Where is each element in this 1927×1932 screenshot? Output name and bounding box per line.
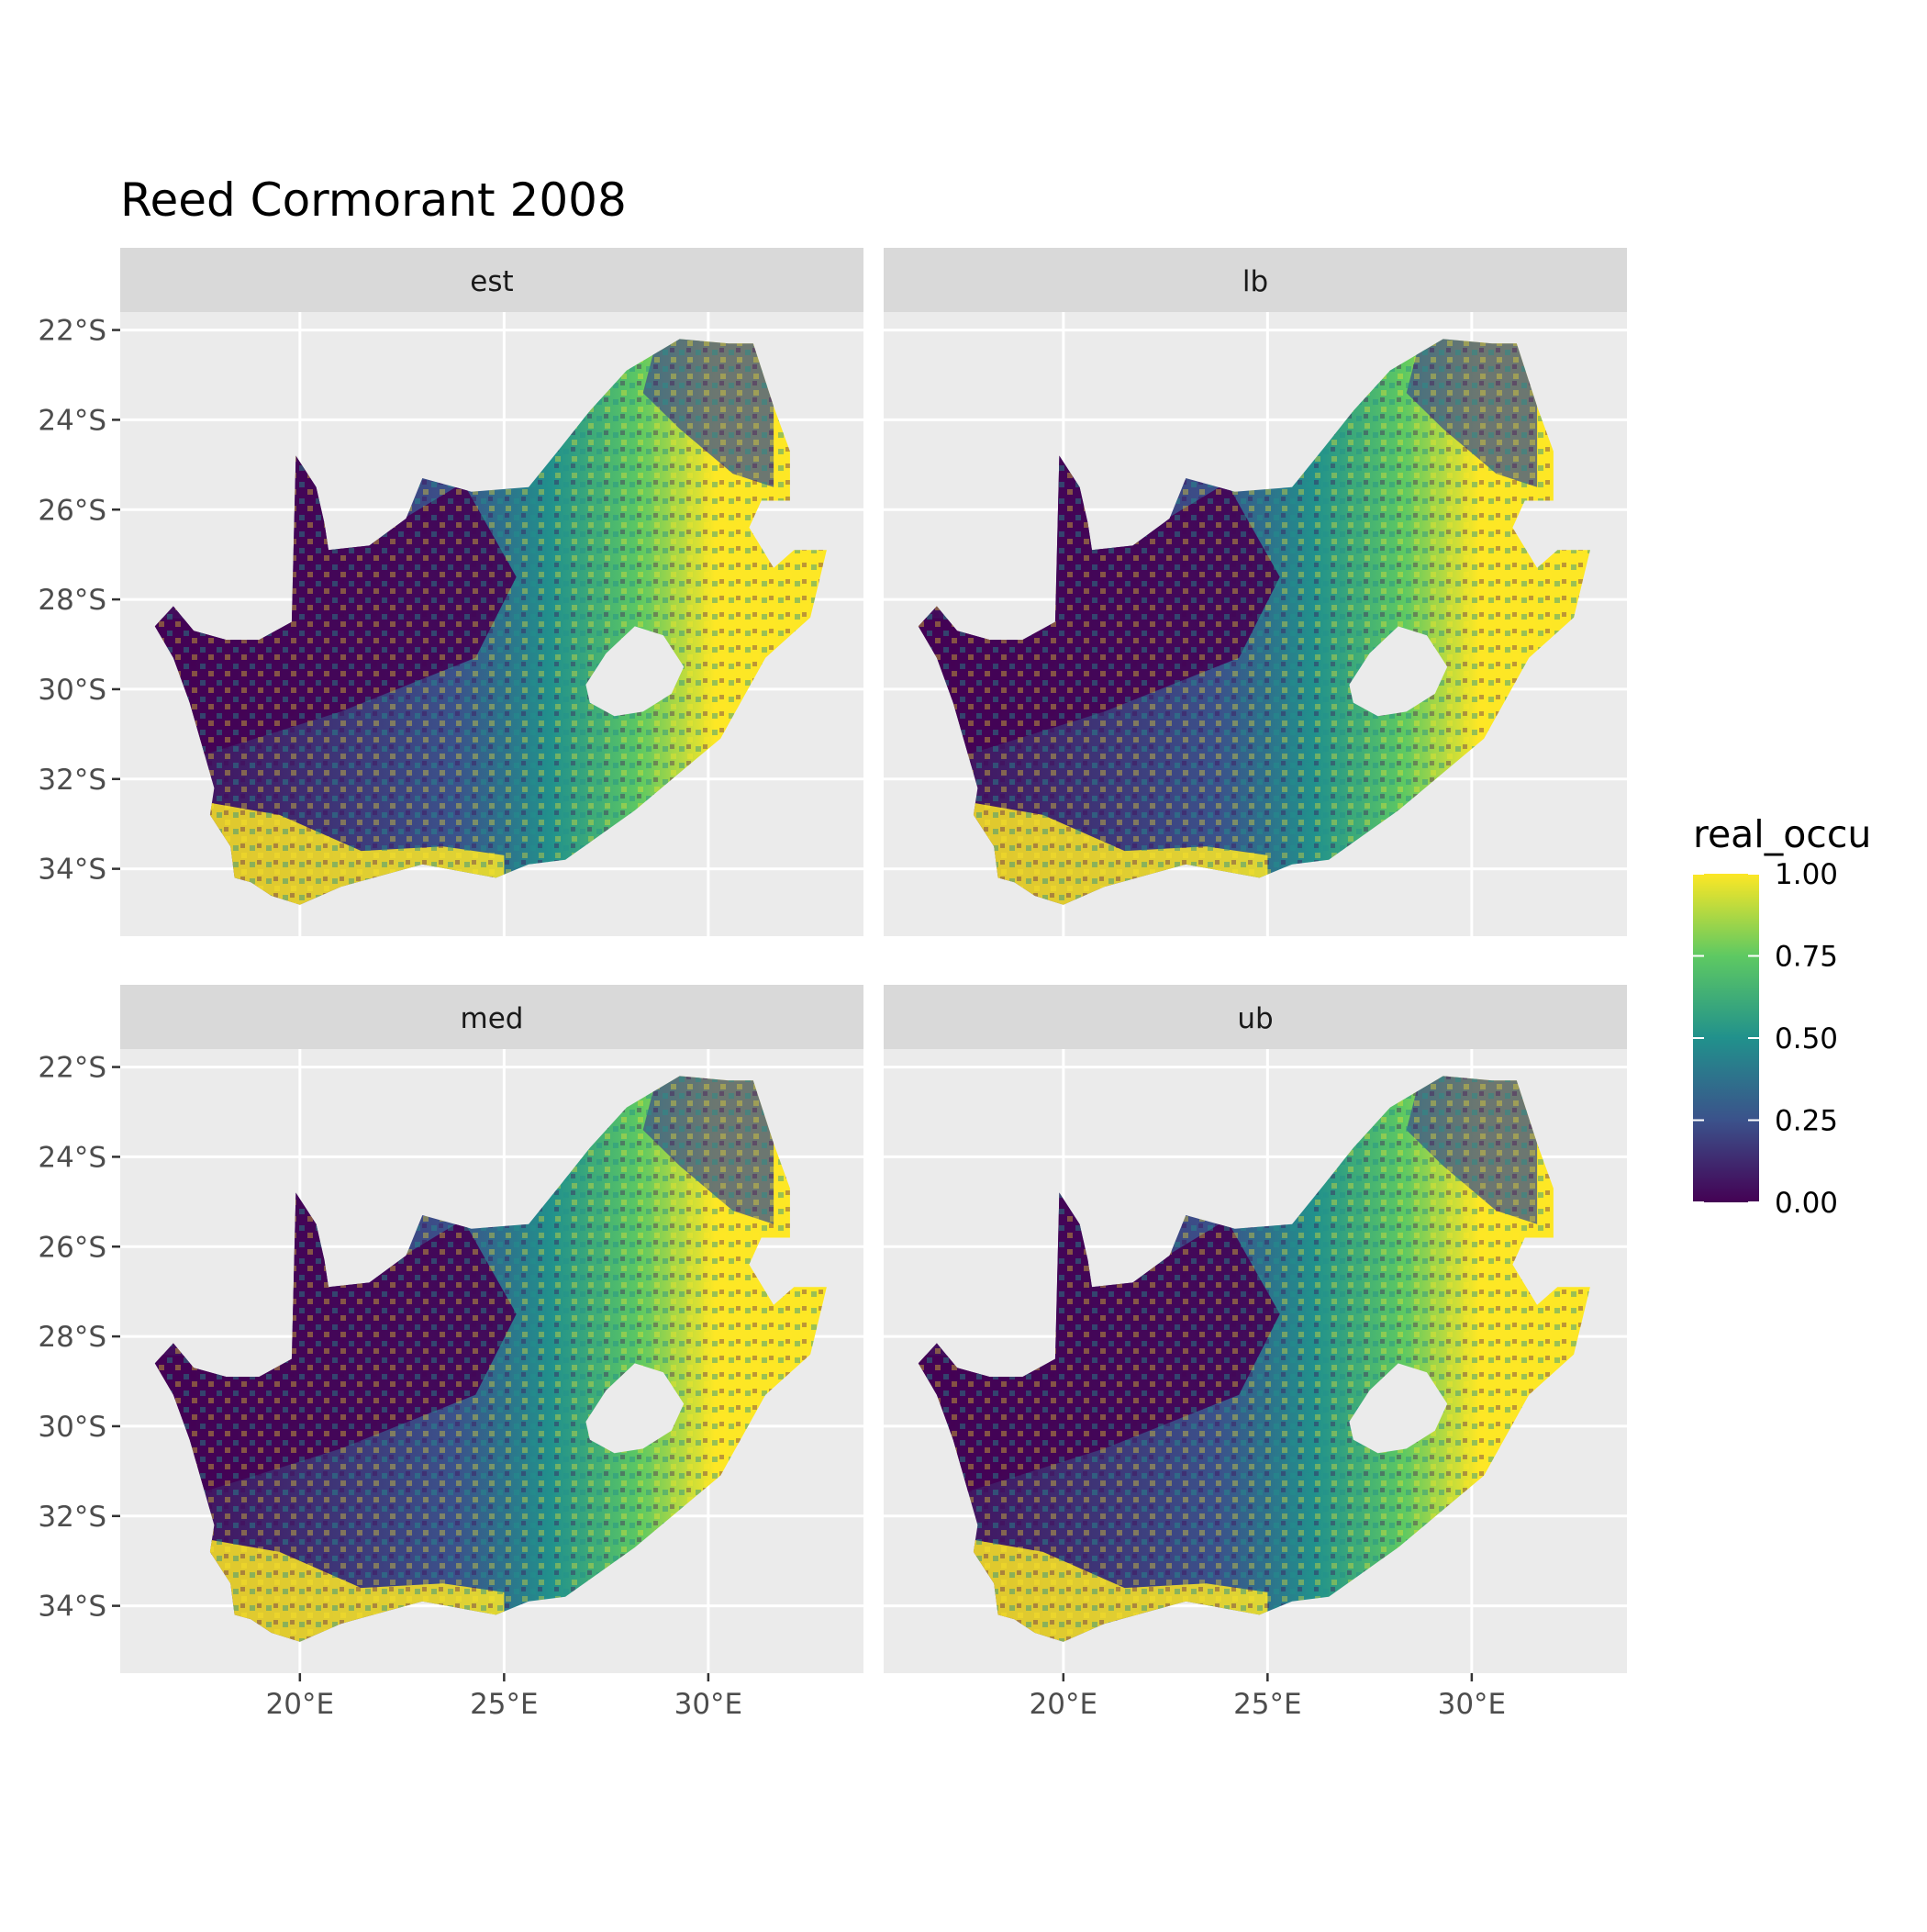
facet-panel-lb: lb	[884, 248, 1627, 936]
facet-strip	[120, 985, 863, 1049]
y-tick-label: 28°S	[38, 584, 106, 617]
lesotho-gap	[1349, 1363, 1448, 1454]
lesotho-gap	[585, 626, 685, 717]
legend-break-label: 0.50	[1775, 1022, 1838, 1055]
facet-strip-label: lb	[1242, 265, 1268, 298]
facet-strip-label: est	[470, 265, 513, 298]
facet-strip-label: med	[461, 1002, 524, 1035]
legend: real_occu 1.00 0.75 0.50 0.25 0.00	[1693, 812, 1871, 1220]
y-tick-label: 22°S	[38, 1052, 106, 1085]
facet-panels: est 22°S 24°S 26°S 28°S 30°S 32°S 34°S lb med 22°S…	[38, 248, 1627, 1721]
y-tick-label: 24°S	[38, 1141, 106, 1174]
y-tick-label: 32°S	[38, 1501, 106, 1534]
x-tick-label: 30°E	[674, 1688, 743, 1721]
y-tick-label: 34°S	[38, 1591, 106, 1624]
plot-title: Reed Cormorant 2008	[120, 173, 627, 227]
y-tick-label: 24°S	[38, 404, 106, 437]
x-tick-label: 25°E	[1233, 1688, 1302, 1721]
y-tick-label: 32°S	[38, 764, 106, 797]
facet-strip-label: ub	[1237, 1002, 1273, 1035]
facet-panel-ub: ub 20°E 25°E 30°E	[884, 985, 1627, 1721]
legend-break-label: 1.00	[1775, 858, 1838, 891]
legend-break-label: 0.75	[1775, 941, 1838, 974]
legend-breaks: 1.00 0.75 0.50 0.25 0.00	[1693, 858, 1838, 1220]
lesotho-gap	[1349, 626, 1448, 717]
x-tick-label: 20°E	[1030, 1688, 1098, 1721]
y-tick-label: 26°S	[38, 494, 106, 527]
y-tick-label: 34°S	[38, 854, 106, 887]
x-tick-label: 30°E	[1438, 1688, 1507, 1721]
y-tick-label: 22°S	[38, 315, 106, 348]
facet-strip	[884, 985, 1627, 1049]
legend-break-label: 0.25	[1775, 1105, 1838, 1138]
y-tick-label: 30°S	[38, 1411, 106, 1444]
legend-title: real_occu	[1693, 812, 1871, 856]
x-tick-label: 20°E	[266, 1688, 335, 1721]
y-tick-label: 26°S	[38, 1231, 106, 1264]
lesotho-gap	[585, 1363, 685, 1454]
y-tick-label: 30°S	[38, 674, 106, 707]
facet-panel-est: est 22°S 24°S 26°S 28°S 30°S 32°S 34°S	[38, 248, 863, 936]
facet-strip	[120, 248, 863, 312]
facet-strip	[884, 248, 1627, 312]
y-tick-label: 28°S	[38, 1321, 106, 1354]
legend-break-label: 0.00	[1775, 1187, 1838, 1220]
x-tick-label: 25°E	[470, 1688, 539, 1721]
facet-panel-med: med 22°S 24°S 26°S 28°S 30°S 32°S 34°S 20°E 25°E 3…	[38, 985, 863, 1721]
